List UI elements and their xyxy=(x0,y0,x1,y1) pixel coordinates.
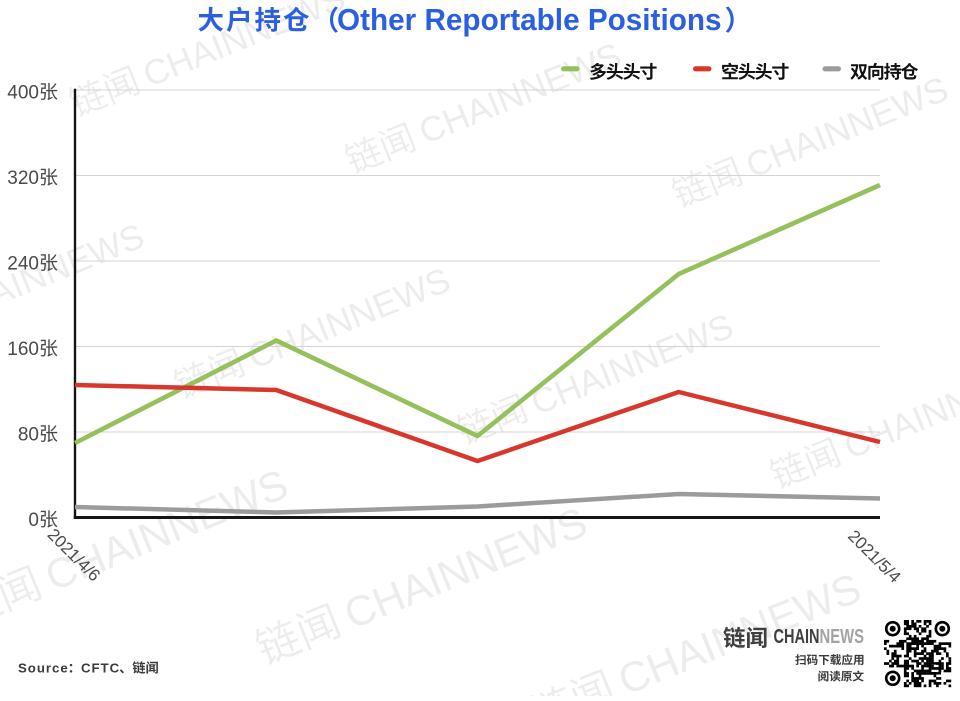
svg-text:CFTC: CFTC xyxy=(81,661,120,676)
svg-text:0: 0 xyxy=(28,510,39,531)
svg-text:NEWS: NEWS xyxy=(820,625,865,648)
svg-text:Other Reportable Positions: Other Reportable Positions xyxy=(337,2,722,37)
svg-text:Source: Source xyxy=(18,661,69,676)
svg-text:160: 160 xyxy=(7,339,39,360)
svg-text:400: 400 xyxy=(7,83,39,104)
svg-text:CHAIN: CHAIN xyxy=(774,625,820,648)
svg-text:240: 240 xyxy=(7,254,39,275)
svg-text:80: 80 xyxy=(18,425,39,446)
svg-text:320: 320 xyxy=(7,168,39,189)
